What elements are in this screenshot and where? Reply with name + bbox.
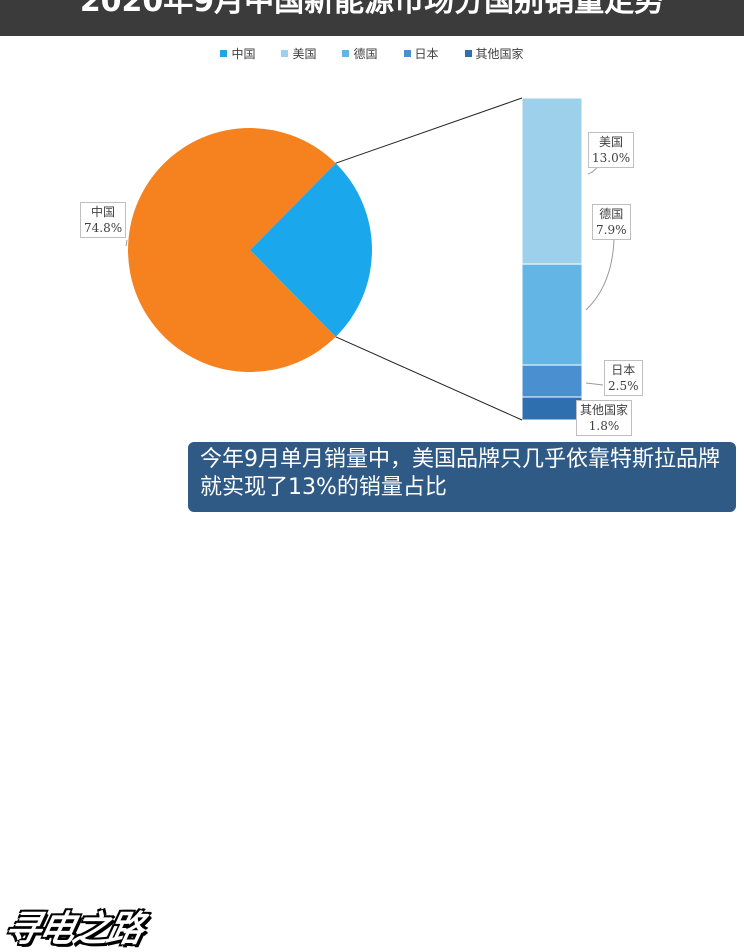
- legend-label-japan: 日本: [414, 46, 439, 61]
- callout-others: 其他国家 1.8%: [576, 400, 633, 436]
- legend-swatch-usa: [281, 49, 289, 57]
- legend-swatch-germany: [342, 49, 350, 57]
- pie-slice-china: [127, 127, 336, 372]
- pie-slice-other-combined: [250, 163, 372, 337]
- callout-japan-pct: 2.5%: [608, 379, 639, 393]
- callout-china-pct: 74.8%: [84, 221, 123, 235]
- callout-others-pct: 1.8%: [588, 419, 620, 433]
- brand-logo: 寻电之路: [0, 448, 190, 950]
- callout-china: 中国 74.8%: [80, 202, 127, 238]
- callout-germany-label: 德国: [599, 207, 624, 221]
- connector-line-bottom: [335, 336, 523, 421]
- legend-label-germany: 德国: [353, 46, 378, 61]
- legend-item-china: 中国: [220, 44, 255, 62]
- legend-item-japan: 日本: [403, 44, 439, 62]
- leader-line-japan: [585, 382, 604, 386]
- bar-segment-usa: [521, 97, 583, 265]
- chart-legend: 中国 美国 德国 日本 其他国家: [0, 44, 744, 62]
- legend-swatch-japan: [403, 49, 411, 57]
- callout-germany-pct: 7.9%: [596, 223, 627, 237]
- callout-japan-label: 日本: [611, 363, 636, 377]
- legend-label-others: 其他国家: [475, 46, 524, 61]
- legend-item-germany: 德国: [342, 44, 378, 62]
- callout-usa-pct: 13.0%: [592, 151, 631, 165]
- legend-item-usa: 美国: [281, 44, 316, 62]
- callout-usa: 美国 13.0%: [588, 132, 635, 168]
- callout-others-label: 其他国家: [580, 403, 629, 417]
- bar-segment-others: [521, 396, 583, 421]
- pie-of-bar-chart: [125, 97, 615, 421]
- legend-item-others: 其他国家: [464, 44, 524, 62]
- callout-usa-label: 美国: [599, 135, 624, 149]
- callout-germany: 德国 7.9%: [592, 204, 631, 240]
- legend-label-china: 中国: [231, 46, 256, 61]
- legend-swatch-china: [220, 49, 228, 57]
- leader-line-germany: [585, 239, 615, 311]
- brand-logo-text: 寻电之路: [0, 909, 146, 950]
- connector-line-top: [335, 97, 523, 164]
- caption-banner: 今年9月单月销量中，美国品牌只几乎依靠特斯拉品牌就实现了13%的销量占比: [188, 442, 736, 512]
- bar-segment-japan: [521, 364, 583, 398]
- legend-swatch-others: [464, 49, 472, 57]
- chart-title-bar: 2020年9月中国新能源市场分国别销量走势: [0, 0, 744, 36]
- leader-line-china: [125, 239, 128, 247]
- legend-label-usa: 美国: [292, 46, 317, 61]
- callout-china-label: 中国: [91, 205, 116, 219]
- bar-segment-germany: [521, 263, 583, 366]
- callout-japan: 日本 2.5%: [604, 360, 643, 396]
